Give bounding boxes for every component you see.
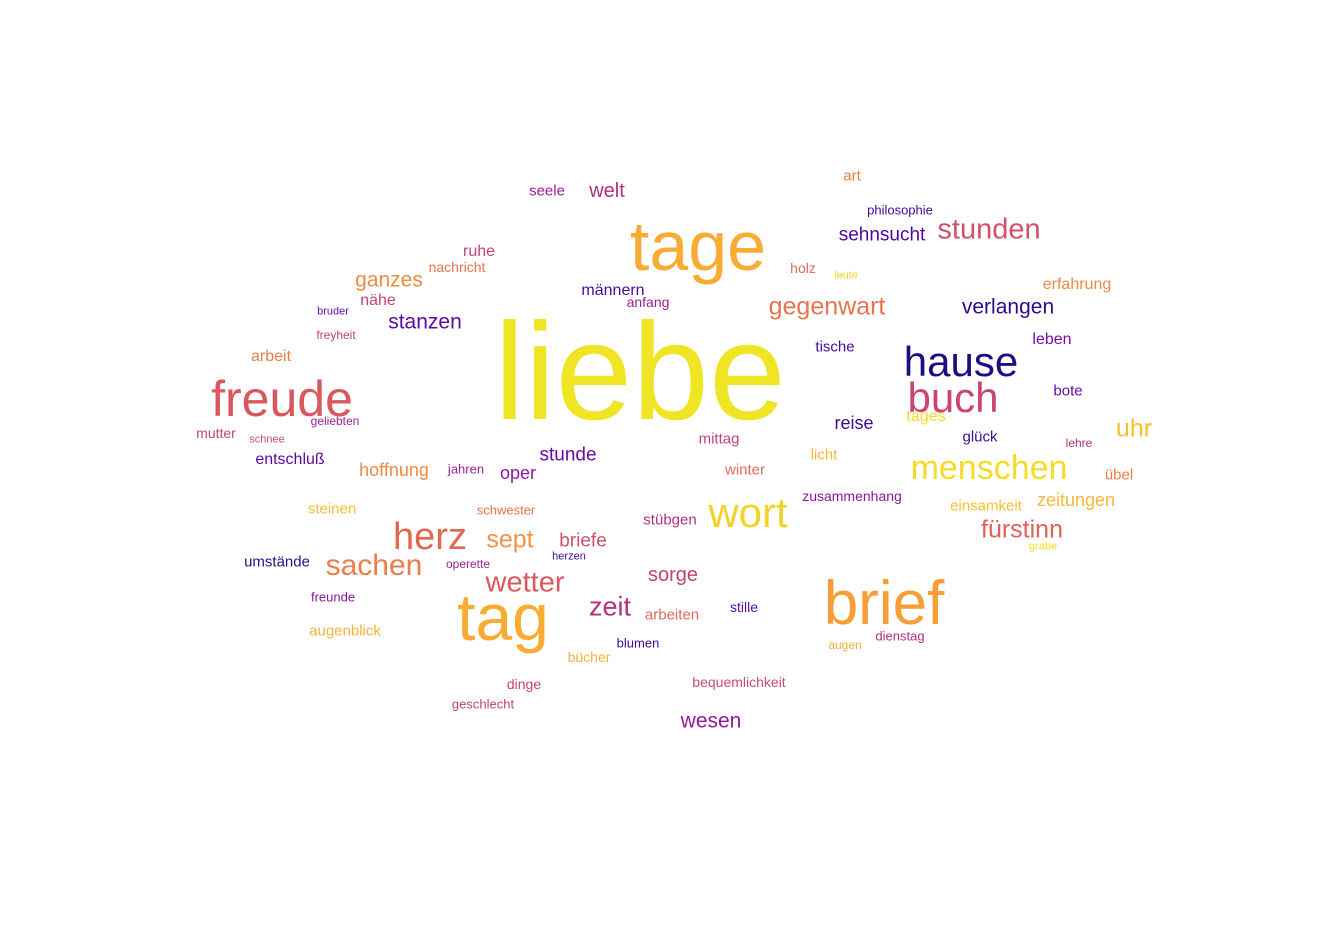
word-anfang: anfang (626, 294, 670, 310)
word-mutter: mutter (196, 425, 236, 441)
word-ruhe: ruhe (462, 243, 496, 260)
word-maennern: männern (581, 282, 645, 299)
word-dinge: dinge (506, 676, 542, 692)
word-buch: buch (907, 374, 999, 421)
word-tag: tag (457, 580, 549, 654)
word-uebel: übel (1104, 466, 1134, 484)
word-brief: brief (823, 569, 945, 638)
word-bruder: bruder (317, 305, 349, 318)
word-menschen: menschen (910, 449, 1068, 487)
word-glueck: glück (962, 428, 998, 446)
word-schwester: schwester (476, 502, 536, 518)
word-mittag: mittag (698, 430, 740, 448)
word-zusammenhang: zusammenhang (802, 488, 902, 504)
word-licht: licht (810, 446, 838, 464)
word-blumen: blumen (616, 635, 660, 651)
word-uhr: uhr (1115, 414, 1153, 443)
word-operette: operette (445, 557, 491, 571)
word-arbeit: arbeit (250, 348, 292, 365)
word-dienstag: dienstag (875, 628, 925, 644)
word-reise: reise (834, 413, 874, 433)
word-leben: leben (1032, 331, 1072, 348)
word-herz: herz (393, 516, 467, 558)
word-philosophie: philosophie (867, 202, 933, 218)
word-steinen: steinen (307, 500, 357, 518)
word-stunde: stunde (539, 444, 597, 466)
word-nachricht: nachricht (428, 259, 486, 275)
word-stuebgen: stübgen (643, 511, 697, 529)
word-winter: winter (724, 461, 766, 479)
word-wetter: wetter (485, 566, 565, 599)
word-bote: bote (1053, 382, 1083, 400)
word-seele: seele (529, 182, 565, 200)
word-wort: wort (708, 489, 788, 536)
word-umstaende: umstände (244, 553, 310, 571)
word-holz: holz (790, 260, 816, 276)
word-verlangen: verlangen (961, 295, 1055, 319)
word-einsamkeit: einsamkeit (950, 497, 1022, 515)
word-tische: tische (815, 338, 855, 356)
word-tages: tages (906, 408, 946, 425)
word-liebe: liebe (494, 295, 786, 449)
word-zeitungen: zeitungen (1036, 490, 1116, 510)
word-erfahrung: erfahrung (1042, 276, 1112, 293)
word-geliebten: geliebten (310, 414, 360, 428)
word-stunden: stunden (937, 213, 1041, 246)
word-stanzen: stanzen (388, 310, 462, 334)
word-herzen: herzen (552, 550, 586, 563)
word-grabe: grabe (1028, 540, 1058, 553)
word-geschlecht: geschlecht (451, 696, 515, 712)
word-bequemlichkeit: bequemlichkeit (692, 674, 786, 690)
word-gegenwart: gegenwart (768, 292, 886, 321)
word-jahren: jahren (447, 461, 485, 477)
word-sachen: sachen (325, 549, 423, 582)
word-arbeiten: arbeiten (644, 606, 700, 624)
word-wesen: wesen (680, 709, 742, 733)
word-freunde: freunde (310, 589, 356, 605)
word-art: art (843, 167, 861, 185)
word-freude: freude (211, 371, 353, 427)
word-schnee: schnee (249, 433, 285, 446)
word-naehe: nähe (360, 292, 396, 309)
word-briefe: briefe (559, 530, 607, 552)
word-oper: oper (499, 463, 537, 483)
word-zeit: zeit (588, 591, 632, 622)
word-freyheit: freyheit (316, 328, 356, 342)
word-sept: sept (486, 525, 534, 554)
word-hoffnung: hoffnung (359, 460, 429, 480)
word-stille: stille (729, 599, 759, 615)
word-sehnsucht: sehnsucht (838, 224, 926, 246)
word-fuerstinn: fürstinn (981, 515, 1063, 544)
word-buecher: bücher (567, 649, 611, 665)
word-leute: leute (834, 269, 858, 282)
word-ganzes: ganzes (355, 268, 423, 292)
word-augen: augen (828, 638, 862, 652)
word-augenblick: augenblick (309, 622, 381, 640)
word-entschluss: entschluß (255, 451, 325, 468)
word-lehre: lehre (1065, 436, 1093, 450)
word-tage: tage (629, 207, 767, 285)
word-welt: welt (589, 180, 625, 202)
word-sorge: sorge (647, 564, 699, 586)
word-hause: hause (903, 338, 1019, 385)
